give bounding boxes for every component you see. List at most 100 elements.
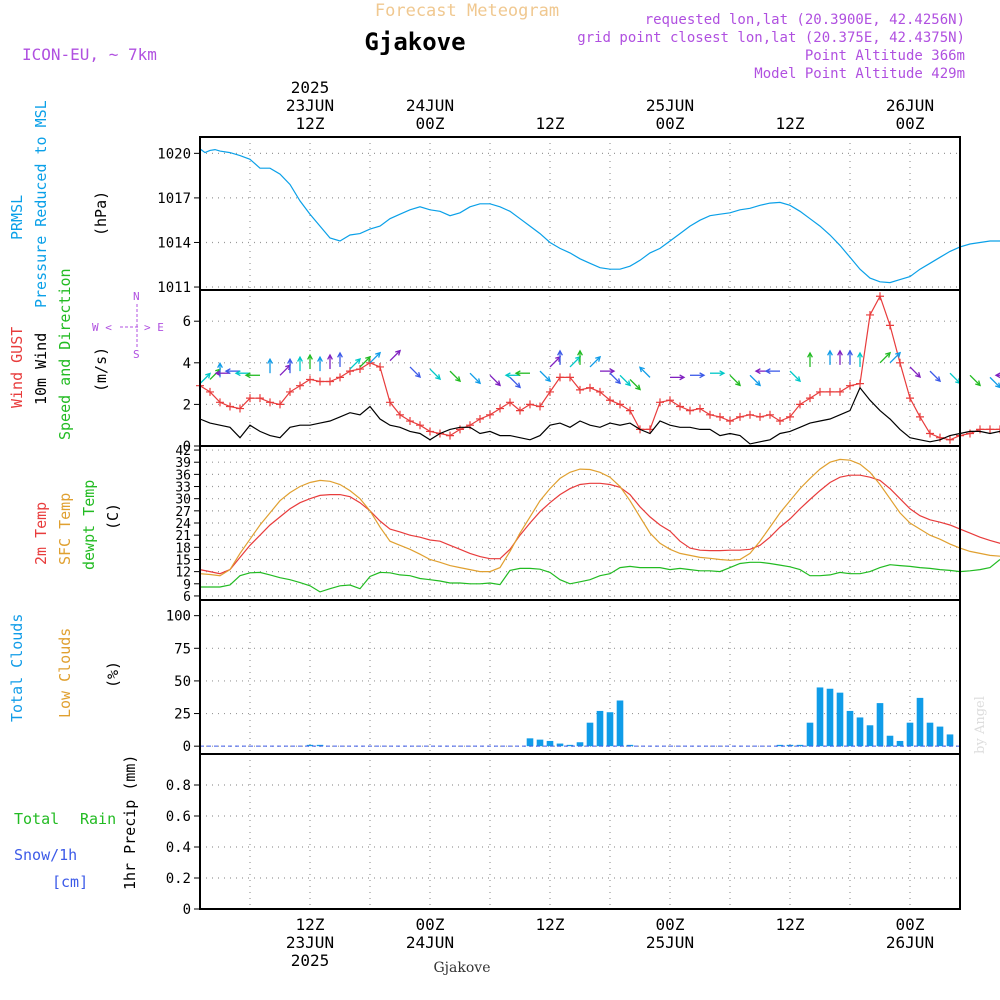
gust-marker: [536, 402, 544, 410]
gust-marker: [846, 382, 854, 390]
precip-ytick-label: 0.8: [166, 778, 191, 794]
top-x-label: 00Z: [896, 114, 925, 133]
pressure-ytick-label: 1020: [157, 146, 191, 162]
wind-arrow: [510, 377, 520, 387]
wind-arrow: [880, 353, 890, 363]
pressure-ytick-label: 1011: [157, 280, 191, 296]
top-x-label: 25JUN: [646, 96, 694, 115]
wind-gust-title: Wind GUST: [8, 327, 26, 408]
gust-marker: [876, 292, 884, 300]
gust-marker: [706, 411, 714, 419]
gust-marker: [696, 405, 704, 413]
wind-arrow: [930, 371, 940, 381]
10m-wind-line: [200, 388, 1000, 444]
dewpt-title: dewpt Temp: [80, 480, 98, 570]
gust-marker: [326, 378, 334, 386]
gust-marker: [886, 321, 894, 329]
total-clouds-bar: [917, 698, 924, 746]
precip-unit: 1hr Precip (mm): [121, 755, 139, 890]
total-clouds-bar: [607, 712, 614, 746]
wind-ytick-label: 2: [183, 397, 191, 413]
bottom-x-label: 12Z: [296, 915, 325, 934]
wind-arrow: [570, 357, 580, 367]
gust-marker: [856, 380, 864, 388]
gust-marker: [476, 415, 484, 423]
wind-arrow: [370, 353, 380, 363]
precip-total-label: Total: [14, 810, 59, 828]
wind-arrow: [550, 357, 560, 367]
top-x-label: 00Z: [656, 114, 685, 133]
bottom-x-label: 24JUN: [406, 933, 454, 952]
bottom-x-label: 26JUN: [886, 933, 934, 952]
top-x-label: 00Z: [416, 114, 445, 133]
panel-temperature: 691215182124273033363942: [175, 444, 1000, 605]
precip-ytick-label: 0.4: [166, 840, 191, 856]
wind-ytick-label: 4: [183, 356, 191, 372]
total-clouds-bar: [837, 693, 844, 747]
wind-arrow: [450, 371, 460, 381]
gust-marker: [496, 405, 504, 413]
bottom-x-label: 25JUN: [646, 933, 694, 952]
wind-arrow: [630, 379, 640, 389]
precip-ytick-label: 0.6: [166, 809, 191, 825]
top-x-label: 12Z: [296, 114, 325, 133]
total-clouds-bar: [867, 725, 874, 746]
dewpt-temp-line: [200, 560, 1000, 592]
gust-marker: [666, 396, 674, 404]
gust-marker: [406, 417, 414, 425]
gust-marker: [826, 388, 834, 396]
total-clouds-bar: [537, 740, 544, 747]
gust-marker: [526, 400, 534, 408]
temp2m-title: 2m Temp: [32, 502, 50, 565]
total-clouds-bar: [887, 736, 894, 746]
wind-arrow: [970, 375, 980, 385]
footer-location: Gjakove: [434, 960, 491, 976]
wind-arrow: [490, 375, 500, 385]
gust-marker: [306, 375, 314, 383]
precip-snow-label: Snow/1h: [14, 846, 77, 864]
clouds-frame: [200, 600, 960, 754]
gust-marker: [986, 425, 994, 433]
clouds-ytick-label: 100: [166, 609, 191, 625]
gust-marker: [726, 417, 734, 425]
cloud-unit: (%): [104, 661, 122, 688]
wind-arrow: [750, 375, 760, 385]
wind-ytick-label: 6: [183, 314, 191, 330]
top-x-label: 24JUN: [406, 96, 454, 115]
bottom-x-label: 2025: [291, 951, 330, 970]
total-clouds-bar: [587, 723, 594, 746]
gridpoint-coords: grid point closest lon,lat (20.375E, 42.…: [577, 30, 965, 46]
gust-marker: [676, 402, 684, 410]
panel-precip: 00.20.40.60.8: [166, 754, 960, 918]
wind-arrow: [620, 375, 630, 385]
wind-arrow: [280, 365, 290, 375]
top-x-label: 26JUN: [886, 96, 934, 115]
pressure-title-1: PRMSL: [8, 195, 26, 240]
pressure-ytick-label: 1017: [157, 191, 191, 207]
total-clouds-bar: [827, 689, 834, 746]
gust-marker: [546, 388, 554, 396]
total-clouds-bar: [947, 734, 954, 746]
wind-unit: (m/s): [92, 347, 110, 392]
temperature-axis-titles: 2m Temp SFC Temp dewpt Temp (C): [32, 480, 122, 570]
model-label: ICON-EU, ~ 7km: [22, 45, 157, 64]
precip-axis-titles: Total Rain Snow/1h [cm] 1hr Precip (mm): [14, 755, 139, 891]
gust-marker: [296, 382, 304, 390]
gust-marker: [586, 384, 594, 392]
wind-speed-title: 10m Wind: [32, 333, 50, 405]
clouds-ytick-label: 75: [174, 641, 191, 657]
clouds-ytick-label: 0: [183, 739, 191, 755]
pressure-frame: [200, 137, 960, 290]
precip-frame: [200, 754, 960, 909]
gust-marker: [686, 407, 694, 415]
compass-west: W <: [92, 321, 112, 334]
gust-marker: [376, 363, 384, 371]
precip-rain-label: Rain: [80, 810, 116, 828]
compass-east: > E: [144, 321, 164, 334]
bottom-x-label: 00Z: [416, 915, 445, 934]
gust-marker: [316, 378, 324, 386]
pressure-title-2: Pressure Reduced to MSL: [32, 100, 50, 308]
temp-unit: (C): [104, 503, 122, 530]
total-clouds-bar: [937, 727, 944, 747]
